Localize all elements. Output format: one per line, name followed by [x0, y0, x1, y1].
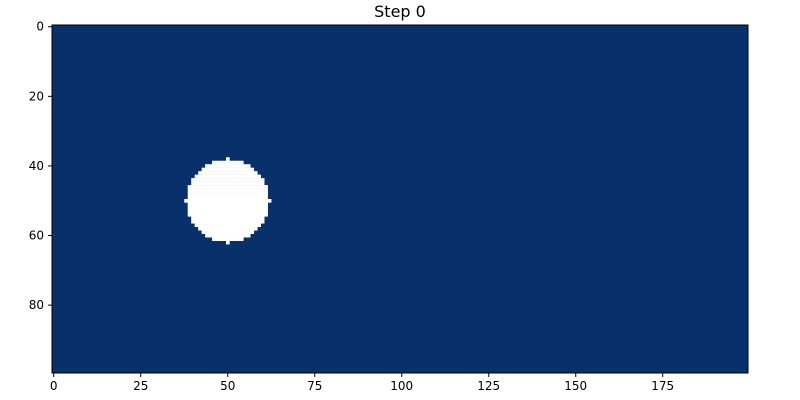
x-tick-label: 150	[564, 379, 587, 393]
x-tick-label: 0	[50, 379, 58, 393]
y-axis: 0 20 40 60 80	[29, 20, 52, 312]
x-tick-label: 50	[220, 379, 235, 393]
heatmap-cell-run	[191, 181, 265, 186]
heatmap-cell-run	[184, 199, 272, 203]
y-tick-label: 60	[29, 229, 44, 243]
x-tick-label: 75	[307, 379, 322, 393]
heatmap-cell-run	[187, 202, 268, 207]
heatmap-cell-run	[191, 219, 265, 224]
heatmap-cell-run	[205, 164, 251, 168]
x-tick-label: 175	[651, 379, 674, 393]
x-axis: 0 25 50 75 100 125 150 175	[50, 373, 674, 393]
heatmap-cell-run	[187, 212, 268, 217]
heatmap-feature	[184, 157, 272, 245]
heatmap-cell-run	[212, 237, 244, 241]
heatmap-cell-run	[198, 171, 258, 175]
heatmap-cell-run	[198, 226, 258, 231]
heatmap-cell-run	[194, 174, 261, 179]
heatmap-cell-run	[187, 205, 268, 210]
heatmap-background	[52, 25, 748, 373]
heatmap-cell-run	[187, 192, 268, 196]
x-tick-label: 25	[133, 379, 148, 393]
heatmap-cell-run	[187, 209, 268, 214]
heatmap-cell-run	[191, 216, 265, 221]
heatmap-cell-run	[187, 185, 268, 189]
chart-title: Step 0	[374, 2, 426, 21]
heatmap-cell-run	[187, 188, 268, 193]
x-tick-label: 100	[390, 379, 413, 393]
heatmap-cell-run	[201, 230, 255, 234]
heatmap-cell-run	[187, 195, 268, 200]
y-tick-label: 20	[29, 89, 44, 103]
y-tick-label: 80	[29, 298, 44, 312]
heatmap-cell-run	[201, 167, 255, 172]
heatmap-cell-run	[212, 160, 244, 165]
heatmap-cell-run	[226, 157, 230, 161]
heatmap-cell-run	[205, 233, 251, 238]
y-tick-label: 40	[29, 159, 44, 173]
plot-area	[51, 24, 749, 374]
heatmap-cell-run	[191, 178, 265, 182]
heatmap-cell-run	[226, 240, 230, 245]
y-tick-label: 0	[36, 20, 44, 34]
x-tick-label: 125	[477, 379, 500, 393]
axes-frame	[51, 24, 749, 374]
heatmap-cell-run	[194, 223, 261, 228]
